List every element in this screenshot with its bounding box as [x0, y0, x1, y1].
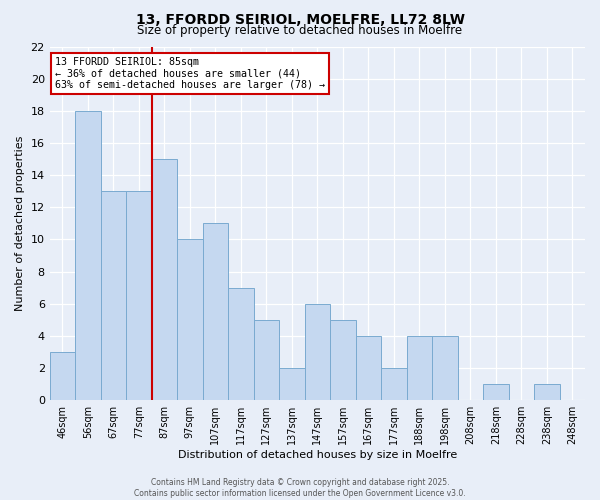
Text: 13 FFORDD SEIRIOL: 85sqm
← 36% of detached houses are smaller (44)
63% of semi-d: 13 FFORDD SEIRIOL: 85sqm ← 36% of detach… [55, 57, 325, 90]
Text: Size of property relative to detached houses in Moelfre: Size of property relative to detached ho… [137, 24, 463, 37]
Bar [101, 191, 126, 400]
Bar [279, 368, 305, 400]
Bar [228, 288, 254, 400]
Bar [432, 336, 458, 400]
Bar [330, 320, 356, 400]
Bar [126, 191, 152, 400]
Bar [152, 159, 177, 400]
Bar [177, 240, 203, 400]
Y-axis label: Number of detached properties: Number of detached properties [15, 136, 25, 311]
Bar [381, 368, 407, 400]
X-axis label: Distribution of detached houses by size in Moelfre: Distribution of detached houses by size … [178, 450, 457, 460]
Bar [305, 304, 330, 400]
Bar [534, 384, 560, 400]
Bar [50, 352, 75, 400]
Bar [407, 336, 432, 400]
Bar [254, 320, 279, 400]
Bar [483, 384, 509, 400]
Bar [203, 224, 228, 400]
Text: 13, FFORDD SEIRIOL, MOELFRE, LL72 8LW: 13, FFORDD SEIRIOL, MOELFRE, LL72 8LW [136, 12, 464, 26]
Bar [356, 336, 381, 400]
Text: Contains HM Land Registry data © Crown copyright and database right 2025.
Contai: Contains HM Land Registry data © Crown c… [134, 478, 466, 498]
Bar [75, 111, 101, 400]
